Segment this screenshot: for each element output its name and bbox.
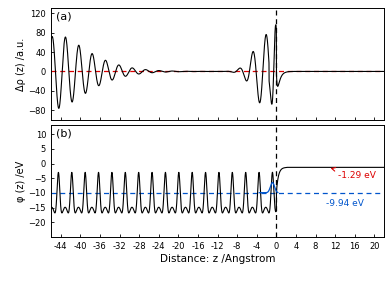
- Text: -9.94 eV: -9.94 eV: [326, 199, 364, 208]
- Text: (a): (a): [56, 12, 72, 22]
- Text: (b): (b): [56, 129, 72, 139]
- Text: -1.29 eV: -1.29 eV: [332, 168, 376, 180]
- Y-axis label: Δρ (z) /a.u.: Δρ (z) /a.u.: [16, 38, 26, 91]
- Y-axis label: φ (z) /eV: φ (z) /eV: [16, 160, 26, 202]
- X-axis label: Distance: z /Angstrom: Distance: z /Angstrom: [160, 254, 275, 263]
